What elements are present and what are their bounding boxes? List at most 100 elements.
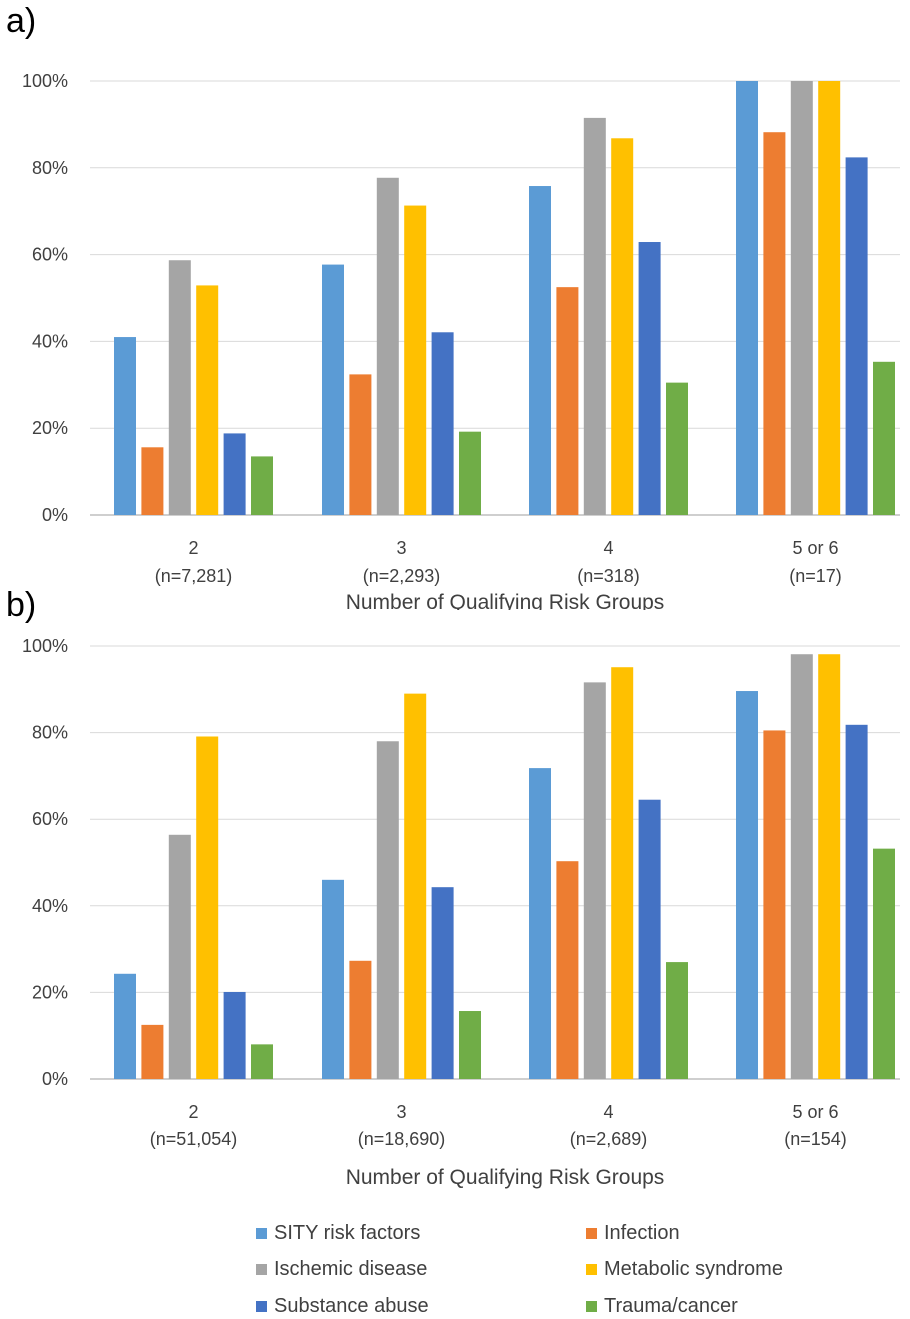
bar: [141, 447, 164, 515]
bar: [251, 1044, 273, 1079]
x-tick-sublabel: (n=7,281): [155, 566, 233, 586]
y-tick-label: 0%: [42, 1069, 68, 1089]
x-tick-label: 2: [188, 538, 198, 558]
legend-swatch-ischemic: [256, 1264, 267, 1275]
legend-label-substance: Substance abuse: [274, 1295, 429, 1317]
legend-item-substance: Substance abuse: [256, 1295, 429, 1318]
bar: [196, 285, 219, 515]
chart-legend: SITY risk factors Infection Ischemic dis…: [0, 1210, 910, 1319]
bar: [873, 361, 895, 515]
legend-label-infection: Infection: [604, 1222, 680, 1244]
bar: [459, 1011, 481, 1079]
bar: [845, 724, 868, 1079]
bar: [322, 879, 344, 1079]
x-tick-sublabel: (n=18,690): [358, 1129, 446, 1149]
bar: [556, 861, 579, 1079]
bar: [529, 768, 551, 1079]
bar: [845, 157, 868, 515]
x-tick-sublabel: (n=17): [789, 566, 842, 586]
bar: [141, 1024, 164, 1079]
bar: [611, 667, 634, 1079]
bar: [349, 374, 372, 515]
bar: [114, 337, 136, 515]
bar: [666, 382, 688, 515]
bar: [114, 973, 136, 1079]
bar: [349, 960, 372, 1079]
bar: [583, 682, 606, 1079]
legend-item-ischemic: Ischemic disease: [256, 1258, 427, 1281]
bar: [638, 242, 661, 515]
bar: [168, 834, 191, 1079]
legend-item-metabolic: Metabolic syndrome: [586, 1258, 783, 1281]
legend-label-sity: SITY risk factors: [274, 1222, 421, 1244]
y-tick-label: 40%: [32, 331, 68, 351]
bar: [251, 456, 273, 515]
y-tick-label: 100%: [22, 71, 68, 91]
bar: [168, 260, 191, 515]
legend-swatch-infection: [586, 1228, 597, 1239]
legend-label-metabolic: Metabolic syndrome: [604, 1258, 783, 1280]
bar: [404, 205, 427, 516]
legend-label-ischemic: Ischemic disease: [274, 1258, 428, 1280]
bar: [763, 730, 786, 1079]
bar: [873, 848, 895, 1079]
bar: [611, 138, 634, 515]
x-tick-sublabel: (n=2,293): [363, 566, 441, 586]
bar: [376, 741, 399, 1079]
y-tick-label: 60%: [32, 809, 68, 829]
x-tick-sublabel: (n=2,689): [570, 1129, 648, 1149]
x-axis-label: Number of Qualifying Risk Groups: [346, 1166, 665, 1189]
x-tick-label: 2: [188, 1102, 198, 1122]
x-tick-sublabel: (n=51,054): [150, 1129, 238, 1149]
bar: [736, 691, 758, 1079]
legend-swatch-substance: [256, 1301, 267, 1312]
bar: [666, 962, 688, 1079]
x-tick-label: 5 or 6: [792, 538, 838, 558]
bar: [431, 887, 454, 1079]
y-tick-label: 40%: [32, 896, 68, 916]
bar: [322, 264, 344, 515]
x-tick-label: 5 or 6: [792, 1102, 838, 1122]
chart-a: 0% 20% 40% 60% 80% 100% 2 (n=7,281) 3 (n=2,293) 4 (…: [22, 71, 900, 610]
x-tick-label: 4: [603, 538, 613, 558]
bar: [638, 799, 661, 1079]
x-tick-sublabel: (n=154): [784, 1129, 847, 1149]
bar: [529, 186, 551, 515]
bar: [763, 132, 786, 515]
y-tick-label: 20%: [32, 418, 68, 438]
panel-a-label: a): [6, 2, 37, 40]
bar: [790, 81, 813, 515]
y-tick-label: 80%: [32, 158, 68, 178]
bar: [818, 81, 841, 515]
bar: [196, 736, 219, 1079]
x-tick-label: 3: [396, 1102, 406, 1122]
legend-item-infection: Infection: [586, 1222, 680, 1245]
x-axis-label: Number of Qualifying Risk Groups: [346, 591, 665, 610]
bar: [790, 654, 813, 1079]
bar: [556, 287, 579, 515]
x-tick-label: 4: [603, 1102, 613, 1122]
bar: [431, 332, 454, 515]
legend-item-sity: SITY risk factors: [256, 1222, 420, 1245]
y-tick-label: 80%: [32, 723, 68, 743]
bar: [459, 431, 481, 515]
y-tick-label: 100%: [22, 636, 68, 656]
y-tick-label: 20%: [32, 982, 68, 1002]
legend-swatch-metabolic: [586, 1264, 597, 1275]
bar: [376, 177, 399, 516]
bar: [818, 654, 841, 1079]
legend-swatch-sity: [256, 1228, 267, 1239]
legend-item-trauma: Trauma/cancer: [586, 1295, 738, 1318]
legend-swatch-trauma: [586, 1301, 597, 1312]
x-tick-label: 3: [396, 538, 406, 558]
bar: [583, 117, 606, 515]
bar: [223, 991, 246, 1079]
bar: [404, 693, 427, 1079]
legend-label-trauma: Trauma/cancer: [604, 1295, 738, 1317]
x-tick-sublabel: (n=318): [577, 566, 640, 586]
bar: [736, 81, 758, 515]
chart-b: 0% 20% 40% 60% 80% 100% 2 (n=51,054) 3 (n=18,690)…: [22, 636, 900, 1189]
panel-b-label: b): [6, 586, 37, 624]
y-tick-label: 60%: [32, 245, 68, 265]
bar: [223, 433, 246, 515]
